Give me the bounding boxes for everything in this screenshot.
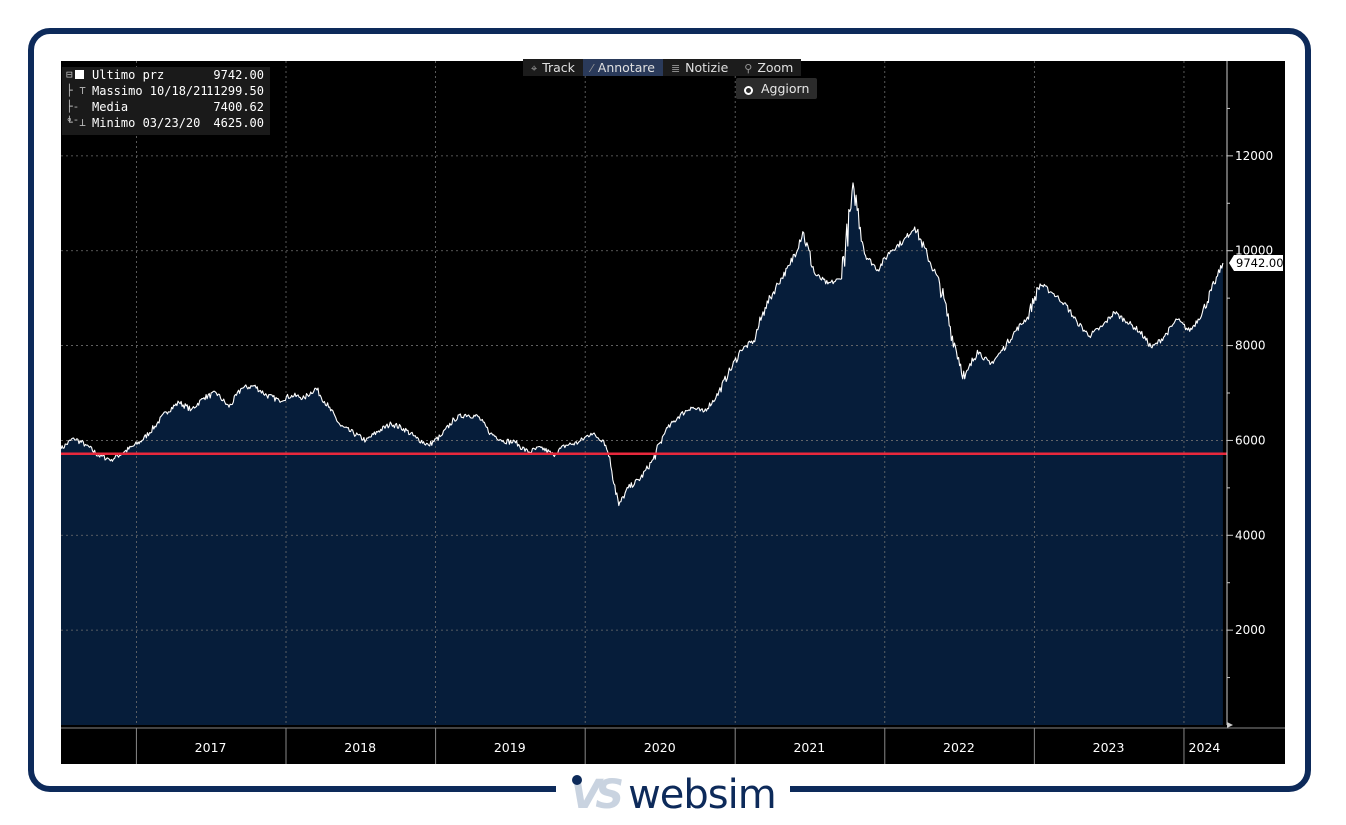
x-tick-label: 2024 (1189, 740, 1221, 755)
price-chart[interactable]: 2000 4000 6000 8000 10000 12000 9742.00 2017 201… (61, 61, 1285, 764)
y-tick-label: 4000 (1235, 528, 1266, 542)
legend-value: 7400.62 (213, 100, 264, 114)
x-tick-label: 2017 (195, 740, 227, 755)
y-tick-label: 10000 (1235, 244, 1273, 258)
x-tick-label: 2021 (793, 740, 825, 755)
legend-row-low: └ ⊥ Minimo 03/23/20 4625.00 (62, 116, 270, 132)
logo-mark: VS (570, 772, 624, 818)
annotate-button[interactable]: ⁄ Annotare (582, 59, 663, 76)
y-tick-label: 12000 (1235, 149, 1273, 163)
crosshair-icon: ⌖ (531, 62, 538, 75)
x-axis-band (61, 728, 1285, 764)
track-label: Track (542, 60, 575, 75)
legend-row-average: ├-∘- Media 7400.62 (62, 100, 270, 126)
zoom-button[interactable]: ⚲ Zoom (736, 59, 801, 76)
legend-label: Massimo 10/18/21 (92, 84, 208, 98)
websim-logo: VS websim (556, 766, 790, 824)
legend-label: Minimo 03/23/20 (92, 116, 201, 130)
x-tick-label: 2020 (644, 740, 676, 755)
zoom-label: Zoom (757, 60, 794, 75)
logo-text: websim (628, 772, 777, 818)
radio-icon (744, 86, 753, 95)
news-button[interactable]: ≣ Notizie (663, 59, 736, 76)
legend-value: 9742.00 (213, 68, 264, 82)
average-marker-icon: ├-∘- (66, 100, 80, 126)
chart-legend: ⊟ Ultimo prz 9742.00 ├ ⊤ Massimo 10/18/2… (62, 67, 270, 135)
annotate-label: Annotare (597, 60, 655, 75)
x-tick-label: 2022 (943, 740, 975, 755)
last-price-label: 9742.00 (1236, 256, 1284, 270)
price-line (61, 182, 1224, 507)
high-marker-icon: ├ ⊤ (66, 84, 86, 97)
y-tick-label: 6000 (1235, 433, 1266, 447)
news-icon: ≣ (670, 62, 681, 75)
chart-area[interactable]: 2000 4000 6000 8000 10000 12000 9742.00 2017 201… (61, 61, 1285, 764)
x-tick-label: 2023 (1093, 740, 1125, 755)
magnifier-icon: ⚲ (744, 62, 753, 75)
chart-toolbar: ⌖ Track ⁄ Annotare ≣ Notizie ⚲ Zoom (523, 59, 802, 76)
legend-value: 4625.00 (213, 116, 264, 130)
legend-row-last: ⊟ Ultimo prz 9742.00 (62, 68, 270, 84)
square-icon: ⊟ (66, 68, 88, 84)
pencil-icon: ⁄ (590, 62, 593, 75)
y-tick-label: 2000 (1235, 623, 1266, 637)
refresh-label: Aggiorn (761, 81, 810, 96)
price-area-fill (61, 182, 1223, 725)
legend-value: 11299.50 (206, 84, 264, 98)
legend-label: Ultimo prz (92, 68, 165, 82)
low-marker-icon: └ ⊥ (66, 116, 86, 129)
last-price-tag (1229, 254, 1283, 271)
legend-row-high: ├ ⊤ Massimo 10/18/21 11299.50 (62, 84, 270, 100)
x-tick-label: 2018 (344, 740, 376, 755)
y-axis-arrow (1227, 722, 1233, 728)
x-tick-label: 2019 (494, 740, 526, 755)
legend-label: Media (92, 100, 129, 114)
refresh-button[interactable]: Aggiorn (736, 78, 818, 99)
track-button[interactable]: ⌖ Track (523, 59, 583, 76)
news-label: Notizie (685, 60, 729, 75)
y-tick-label: 8000 (1235, 339, 1266, 353)
